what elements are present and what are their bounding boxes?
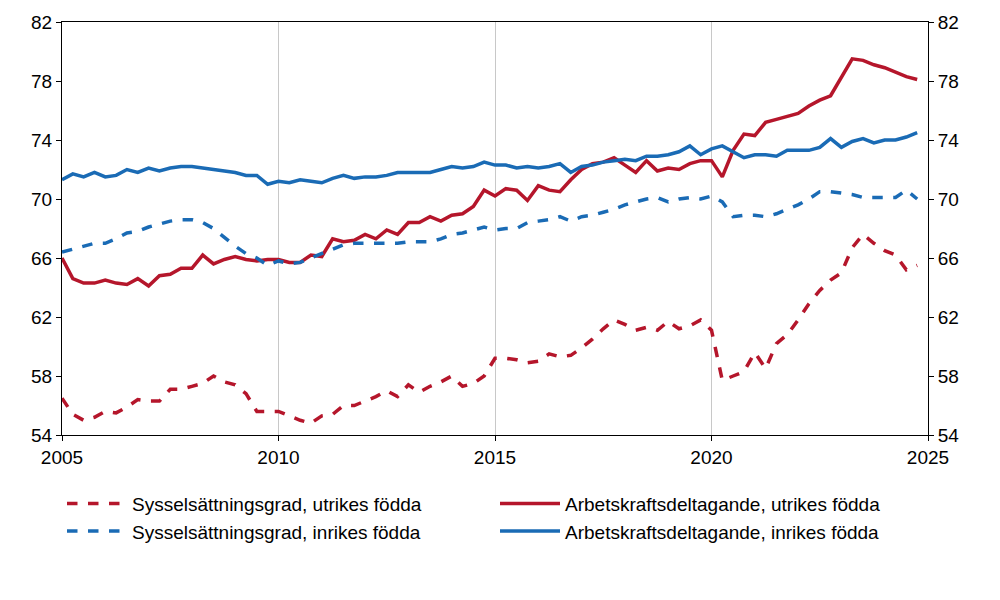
svg-text:66: 66 <box>938 248 959 269</box>
svg-text:2015: 2015 <box>474 447 516 468</box>
svg-text:Arbetskraftsdeltagande, inrike: Arbetskraftsdeltagande, inrikes födda <box>565 522 879 543</box>
svg-text:54: 54 <box>938 425 960 446</box>
svg-text:2005: 2005 <box>41 447 83 468</box>
svg-text:82: 82 <box>938 12 959 33</box>
svg-text:82: 82 <box>31 12 52 33</box>
svg-text:70: 70 <box>938 189 959 210</box>
svg-text:Sysselsättningsgrad, inrikes f: Sysselsättningsgrad, inrikes födda <box>132 522 421 543</box>
svg-text:78: 78 <box>938 71 959 92</box>
svg-text:2020: 2020 <box>690 447 732 468</box>
svg-text:54: 54 <box>31 425 53 446</box>
svg-text:70: 70 <box>31 189 52 210</box>
svg-text:Sysselsättningsgrad, utrikes f: Sysselsättningsgrad, utrikes födda <box>132 494 422 515</box>
svg-text:62: 62 <box>938 307 959 328</box>
svg-text:2010: 2010 <box>257 447 299 468</box>
svg-text:78: 78 <box>31 71 52 92</box>
svg-text:58: 58 <box>31 366 52 387</box>
svg-text:58: 58 <box>938 366 959 387</box>
svg-text:66: 66 <box>31 248 52 269</box>
svg-text:2025: 2025 <box>907 447 949 468</box>
svg-text:Arbetskraftsdeltagande, utrike: Arbetskraftsdeltagande, utrikes födda <box>565 494 880 515</box>
svg-text:62: 62 <box>31 307 52 328</box>
svg-text:74: 74 <box>938 130 960 151</box>
svg-text:74: 74 <box>31 130 53 151</box>
